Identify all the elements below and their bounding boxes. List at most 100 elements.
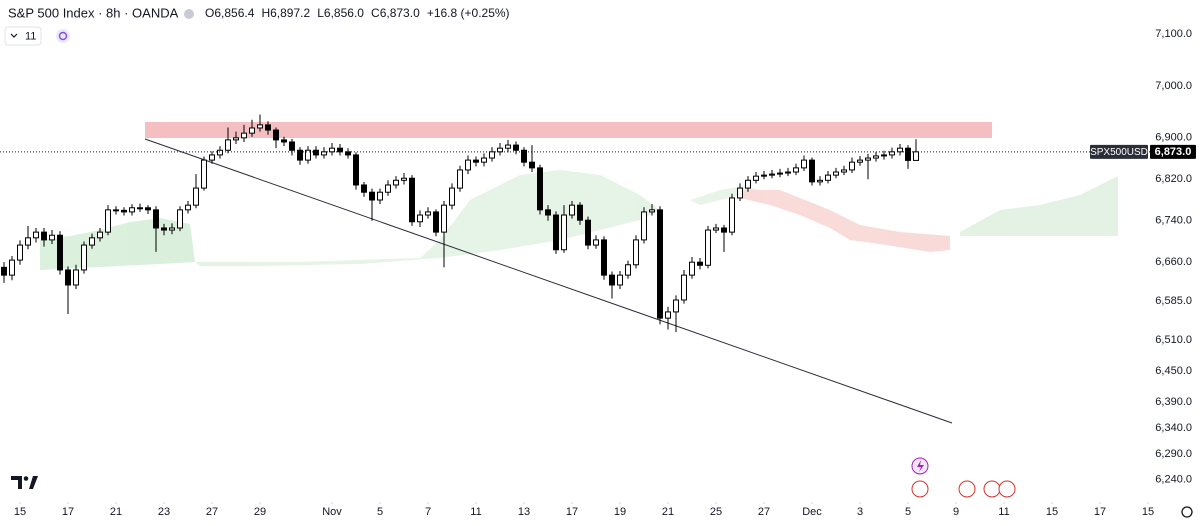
candle-body bbox=[377, 191, 383, 201]
ohlc-readout: O6,856.4 H6,897.2 L6,856.0 C6,873.0 +16.… bbox=[205, 6, 510, 20]
candle-body bbox=[233, 137, 239, 141]
x-tick-label: 15 bbox=[1142, 506, 1154, 518]
candle-body bbox=[761, 174, 767, 177]
candle-body bbox=[209, 154, 215, 161]
ohlc-key: L bbox=[317, 6, 324, 20]
candle-body bbox=[593, 239, 599, 246]
candle-body bbox=[545, 209, 551, 216]
candle-body bbox=[137, 207, 143, 210]
x-tick-label: 19 bbox=[614, 506, 626, 518]
candle-body bbox=[601, 239, 607, 276]
candle-body bbox=[81, 244, 87, 271]
candle-body bbox=[145, 207, 151, 211]
ohlc-key: C bbox=[371, 6, 380, 20]
candle-body bbox=[633, 239, 639, 266]
icon-bg bbox=[56, 29, 70, 43]
candle-body bbox=[129, 207, 135, 213]
ohlc-value: 6,856.4 bbox=[214, 6, 254, 20]
candle-body bbox=[817, 179, 823, 183]
candle-body bbox=[113, 209, 119, 212]
candle-body bbox=[689, 261, 695, 276]
symbol-tag: SPX500USD bbox=[1090, 147, 1148, 158]
refresh-icon[interactable] bbox=[56, 29, 70, 43]
candle-body bbox=[161, 227, 167, 231]
candle-body bbox=[225, 139, 231, 151]
event-icon[interactable] bbox=[958, 480, 976, 498]
candle-body bbox=[361, 184, 367, 193]
candle-body bbox=[481, 157, 487, 163]
candle-body bbox=[97, 231, 103, 239]
candle-body bbox=[729, 197, 735, 233]
candle-body bbox=[625, 264, 631, 276]
y-tick-label: 6,240.0 bbox=[1155, 474, 1192, 486]
x-tick-label: 23 bbox=[158, 506, 170, 518]
candle-body bbox=[401, 177, 407, 181]
candle-body bbox=[521, 149, 527, 163]
ohlc-value: 6,856.0 bbox=[324, 6, 364, 20]
candle-body bbox=[241, 132, 247, 139]
candle-body bbox=[273, 129, 279, 141]
x-tick-label: 5 bbox=[905, 506, 911, 518]
candle-body bbox=[713, 227, 719, 231]
candle-body bbox=[257, 124, 263, 129]
candle-body bbox=[497, 147, 503, 153]
candle-body bbox=[25, 237, 31, 246]
candle-body bbox=[793, 167, 799, 173]
candle-body bbox=[329, 147, 335, 153]
candle-body bbox=[49, 234, 55, 241]
cloud-bull bbox=[195, 170, 660, 266]
candle-body bbox=[849, 161, 855, 171]
ohlc-key: O bbox=[205, 6, 214, 20]
candle-body bbox=[337, 147, 343, 153]
ohlc-value: 6,873.0 bbox=[380, 6, 420, 20]
candle-body bbox=[705, 229, 711, 266]
indicators-toggle[interactable]: 11 bbox=[4, 26, 42, 46]
events bbox=[911, 457, 1016, 498]
candle-body bbox=[217, 149, 223, 156]
candle-body bbox=[617, 274, 623, 286]
settings[interactable] bbox=[1181, 506, 1193, 518]
candle-body bbox=[169, 227, 175, 231]
candle-body bbox=[553, 214, 559, 251]
x-tick-label: 17 bbox=[62, 506, 74, 518]
x-tick-label: 15 bbox=[14, 506, 26, 518]
price-tag-box bbox=[1150, 144, 1196, 159]
candle-body bbox=[721, 227, 727, 233]
x-tick-label: 17 bbox=[566, 506, 578, 518]
candle-body bbox=[473, 159, 479, 163]
candle-body bbox=[681, 274, 687, 301]
candle-body bbox=[313, 149, 319, 156]
candle-body bbox=[457, 169, 463, 189]
chevron bbox=[10, 33, 18, 38]
candle-body bbox=[657, 209, 663, 319]
candle-body bbox=[745, 179, 751, 189]
candle-body bbox=[897, 147, 903, 153]
market-status bbox=[184, 9, 194, 19]
candle-body bbox=[33, 231, 39, 239]
event-glyph bbox=[917, 460, 924, 472]
candle-body bbox=[753, 175, 759, 181]
candle-body bbox=[57, 234, 63, 271]
event-icon[interactable] bbox=[911, 480, 929, 498]
logo-part bbox=[29, 476, 38, 489]
x-tick-label: 9 bbox=[953, 506, 959, 518]
candle-body bbox=[801, 159, 807, 169]
candle-body bbox=[489, 151, 495, 159]
y-tick-label: 6,290.0 bbox=[1155, 448, 1192, 460]
candle-body bbox=[153, 209, 159, 229]
candle-body bbox=[1, 266, 7, 276]
event-icon[interactable] bbox=[998, 480, 1016, 498]
candle-body bbox=[185, 204, 191, 211]
toggle-box[interactable] bbox=[4, 26, 42, 46]
event-icon[interactable] bbox=[983, 480, 1001, 498]
candle-body bbox=[737, 187, 743, 199]
cloud-bull bbox=[960, 176, 1118, 236]
x-tick-label: 5 bbox=[377, 506, 383, 518]
candle-body bbox=[641, 211, 647, 241]
x-tick-label: 27 bbox=[758, 506, 770, 518]
candle-body bbox=[89, 237, 95, 246]
candle-body bbox=[585, 219, 591, 246]
symbol-tag-box bbox=[1090, 144, 1148, 159]
candle-body bbox=[9, 259, 15, 276]
